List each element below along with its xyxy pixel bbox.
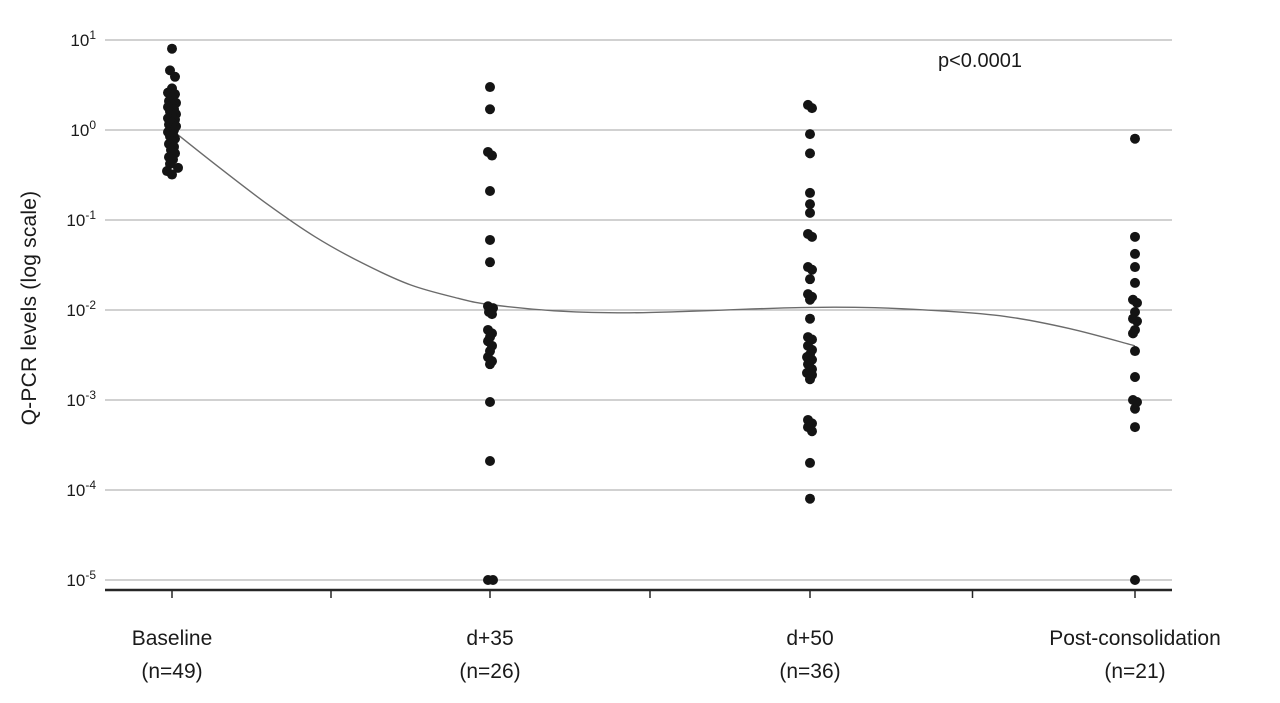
- trend-line: [171, 129, 1136, 347]
- data-point: [1130, 262, 1140, 273]
- data-point: [485, 456, 495, 467]
- y-tick-label: 10-1: [66, 208, 96, 230]
- data-point: [1130, 346, 1140, 357]
- data-point: [805, 207, 815, 218]
- x-category-n-label: (n=36): [779, 660, 840, 683]
- data-point: [485, 234, 495, 245]
- y-tick-label: 101: [70, 28, 96, 50]
- data-point: [805, 294, 815, 305]
- y-tick-label: 10-2: [66, 298, 96, 320]
- data-point: [1132, 297, 1142, 308]
- data-point: [173, 162, 183, 173]
- data-point: [805, 148, 815, 159]
- x-category-n-label: (n=26): [459, 660, 520, 683]
- data-point: [1130, 422, 1140, 433]
- data-point: [485, 257, 495, 268]
- data-point: [1130, 277, 1140, 288]
- data-point: [1130, 231, 1140, 242]
- data-point: [1130, 133, 1140, 144]
- data-point: [485, 186, 495, 197]
- data-point: [805, 457, 815, 468]
- data-point: [488, 575, 498, 585]
- data-point: [1130, 248, 1140, 259]
- data-point: [1130, 372, 1140, 383]
- data-point: [1132, 316, 1142, 327]
- data-point: [807, 231, 817, 242]
- data-point: [485, 104, 495, 115]
- data-point: [487, 150, 497, 161]
- x-category-label: d+50: [786, 627, 833, 650]
- y-tick-label: 10-3: [66, 388, 96, 410]
- data-point: [807, 264, 817, 275]
- data-point: [167, 169, 177, 180]
- data-point: [1130, 403, 1140, 414]
- x-category-n-label: (n=49): [141, 660, 202, 683]
- data-point: [805, 129, 815, 140]
- data-point: [805, 493, 815, 504]
- data-point: [485, 359, 495, 370]
- p-value-annotation: p<0.0001: [938, 50, 1022, 72]
- data-point: [485, 397, 495, 408]
- data-point: [487, 309, 497, 320]
- data-point: [807, 426, 817, 437]
- data-point: [170, 71, 180, 82]
- x-category-label: d+35: [466, 627, 513, 650]
- data-point: [1130, 575, 1140, 585]
- data-point: [805, 313, 815, 324]
- data-point: [805, 199, 815, 210]
- data-point: [167, 43, 177, 54]
- data-point: [485, 82, 495, 93]
- y-tick-label: 100: [70, 118, 96, 140]
- data-point: [807, 103, 817, 114]
- data-point: [805, 274, 815, 285]
- data-point: [805, 374, 815, 385]
- x-category-label: Post-consolidation: [1049, 627, 1221, 650]
- y-tick-label: 10-4: [66, 478, 96, 500]
- data-point: [1128, 328, 1138, 339]
- data-point: [805, 187, 815, 198]
- x-category-n-label: (n=21): [1104, 660, 1165, 683]
- x-category-label: Baseline: [132, 627, 213, 650]
- y-tick-label: 10-5: [66, 568, 96, 590]
